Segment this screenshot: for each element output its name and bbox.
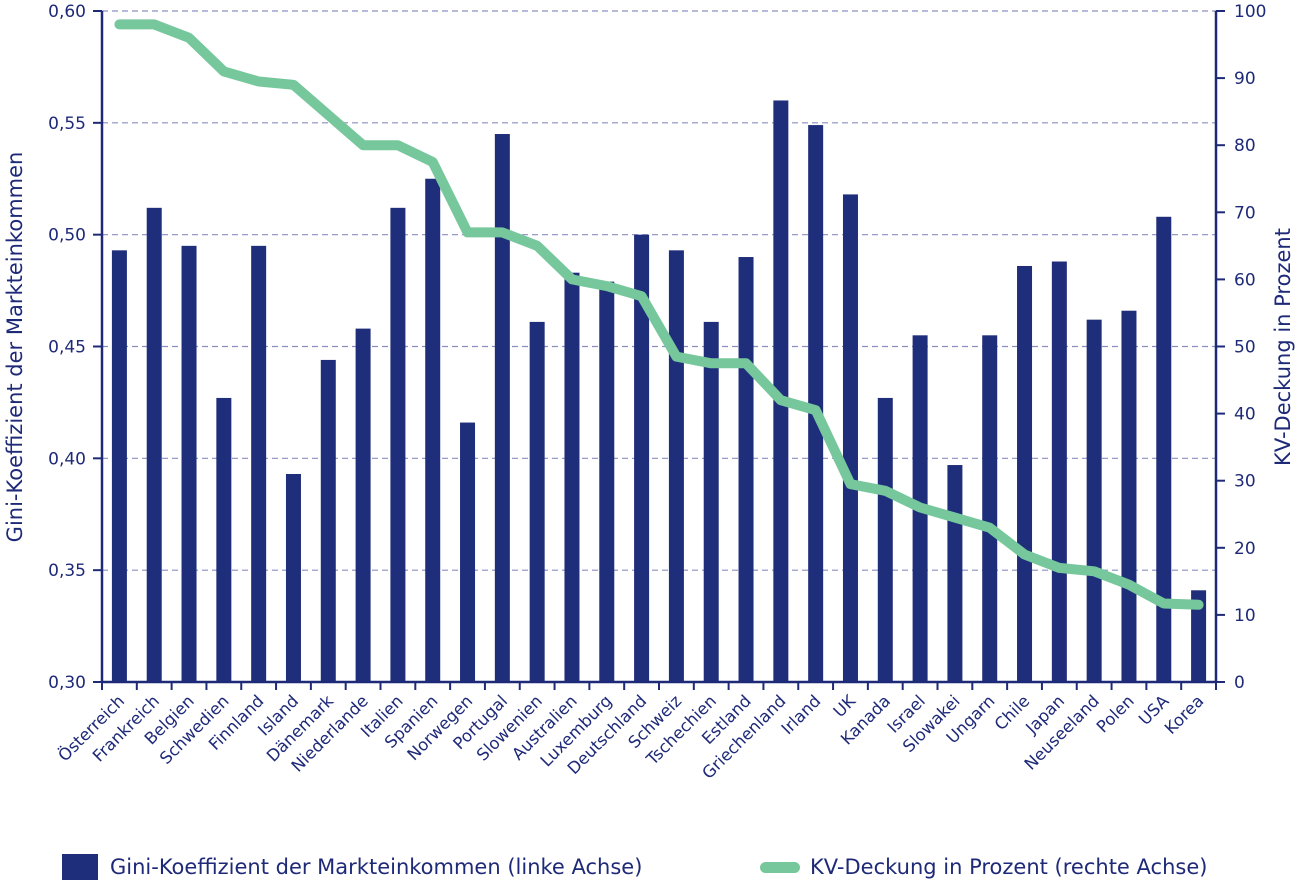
bar-14 [564,272,580,682]
right-tick-label: 90 [1234,69,1256,89]
bar-3 [181,245,197,682]
bar-23 [877,397,893,682]
bar-4 [216,397,232,682]
bar-5 [251,245,267,682]
category-label: Korea [1161,691,1208,738]
right-tick-label: 20 [1234,539,1256,559]
left-tick-label: 0,50 [48,226,86,246]
legend-bar: Gini-Koeffizient der Markteinkommen (lin… [62,850,642,884]
legend-line: KV-Deckung in Prozent (rechte Achse) [760,850,1207,884]
bar-11 [460,422,476,682]
chart: 0,30 0,35 0,40 0,45 0,50 0,55 0,60 0 10 20 30 40 50… [3,2,1295,783]
left-tick-label: 0,60 [48,2,86,22]
right-tick-label: 80 [1234,136,1256,156]
legend-bar-label: Gini-Koeffizient der Markteinkommen (lin… [110,855,643,879]
bar-1 [111,250,127,682]
legend-line-swatch [760,861,800,873]
line-series [114,19,1204,610]
bar-10 [425,178,441,682]
category-labels: ÖsterreichFrankreichBelgienSchwedienFinn… [54,691,1207,783]
right-tick-label: 10 [1234,606,1256,626]
bar-series [111,100,1207,683]
bar-31 [1156,216,1172,683]
bar-9 [390,207,406,682]
category-label: Polen [1093,691,1138,736]
legend-bar-swatch [62,854,98,880]
bar-21 [808,125,824,682]
left-axis-title: Gini-Koeffizient der Markteinkommen [3,152,27,543]
bar-13 [529,321,545,682]
bar-6 [285,473,301,682]
kv-deckung-line [114,19,1204,610]
right-axis-ticks: 0 10 20 30 40 50 60 70 80 90 100 [1216,2,1266,693]
left-axis-ticks: 0,30 0,35 0,40 0,45 0,50 0,55 0,60 [48,2,102,693]
bar-20 [773,100,789,682]
bar-17 [668,250,684,682]
bar-19 [738,257,754,682]
bar-18 [703,321,719,682]
right-tick-label: 60 [1234,270,1256,290]
left-tick-label: 0,55 [48,114,86,134]
bar-30 [1121,310,1137,682]
right-tick-label: 100 [1234,2,1266,22]
bar-28 [1051,261,1067,682]
right-tick-label: 70 [1234,203,1256,223]
right-axis-title: KV-Deckung in Prozent [1271,228,1295,466]
bar-22 [842,194,858,682]
bar-25 [947,465,963,682]
right-tick-label: 50 [1234,338,1256,358]
left-tick-label: 0,45 [48,338,86,358]
bar-32 [1191,590,1207,682]
bar-12 [494,134,510,682]
bar-26 [982,335,998,682]
bar-8 [355,328,371,682]
axes [100,11,1218,690]
right-tick-label: 40 [1234,405,1256,425]
category-label: Irland [778,691,825,738]
bar-29 [1086,319,1102,682]
left-tick-label: 0,35 [48,561,86,581]
grid-lines [102,10,1216,571]
bar-16 [634,234,650,682]
right-tick-label: 0 [1234,673,1245,693]
left-tick-label: 0,30 [48,673,86,693]
right-tick-label: 30 [1234,472,1256,492]
bar-27 [1017,265,1033,682]
legend-line-label: KV-Deckung in Prozent (rechte Achse) [810,855,1208,879]
bar-2 [146,207,162,682]
bar-7 [320,359,336,682]
left-tick-label: 0,40 [48,449,86,469]
bar-15 [599,281,615,682]
